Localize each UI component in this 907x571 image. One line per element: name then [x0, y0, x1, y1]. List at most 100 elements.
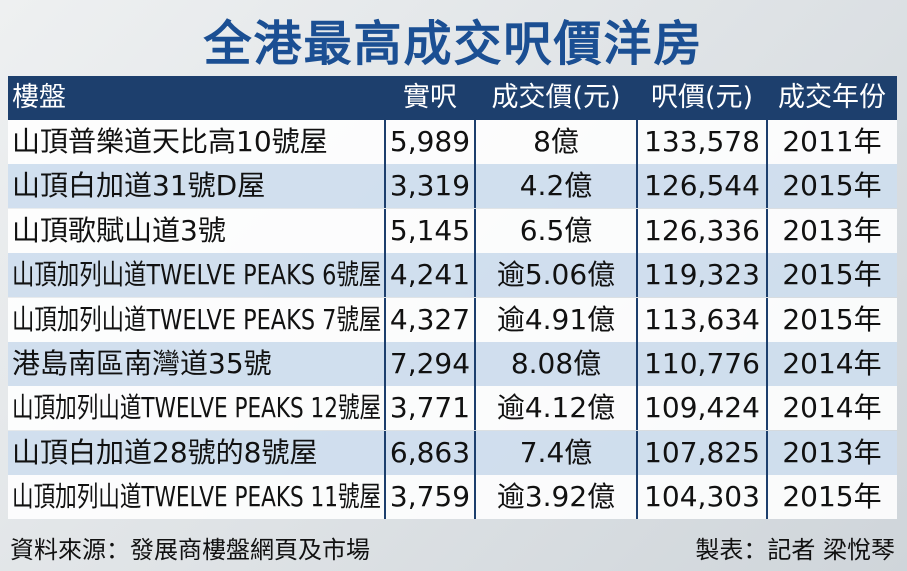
table-cell: 113,634 [644, 302, 760, 336]
column-divider [474, 76, 476, 120]
column-divider [766, 208, 768, 253]
table-cell: 4,241 [389, 258, 471, 292]
table-cell: 109,424 [644, 391, 760, 425]
table-cell: 2011年 [782, 125, 882, 158]
column-divider [384, 475, 386, 520]
table-row: 山頂普樂道天比高10號屋 5,989 8億 133,578 2011年 [8, 120, 897, 164]
table-cell: 2015年 [782, 302, 882, 336]
column-divider [766, 76, 768, 120]
table-row: 山頂加列山道TWELVE PEAKS 6號屋 4,241 逾5.06億 119,323… [8, 253, 897, 298]
column-divider [474, 475, 476, 520]
table-cell: 6.5億 [519, 213, 593, 247]
column-divider [766, 120, 768, 164]
column-divider [636, 120, 638, 164]
table-cell: 8.08億 [510, 347, 602, 380]
column-divider [636, 208, 638, 253]
column-divider [384, 208, 386, 253]
column-divider [384, 120, 386, 164]
table-row: 山頂白加道31號D屋 3,319 4.2億 126,544 2015年 [8, 164, 897, 209]
table-cell: 2015年 [782, 258, 882, 292]
column-divider [636, 430, 638, 475]
column-header: 實呎 [403, 82, 457, 113]
column-divider [474, 386, 476, 431]
column-divider [636, 164, 638, 209]
table-row: 山頂加列山道TWELVE PEAKS 7號屋 4,327 逾4.91億 113,634… [8, 297, 897, 342]
column-divider [474, 164, 476, 209]
table-cell: 126,544 [644, 169, 760, 203]
table-cell: 2014年 [782, 347, 882, 380]
column-header: 成交價(元) [491, 82, 621, 113]
table-cell: 126,336 [644, 213, 760, 247]
table-cell: 2014年 [782, 391, 882, 425]
table-cell: 133,578 [644, 125, 760, 158]
table-cell: 2015年 [782, 480, 882, 514]
column-divider [766, 430, 768, 475]
table-cell: 逾5.06億 [496, 258, 616, 292]
table-cell: 逾4.12億 [496, 391, 616, 425]
column-divider [636, 386, 638, 431]
column-divider [766, 342, 768, 386]
column-divider [474, 208, 476, 253]
table-cell: 8億 [533, 125, 579, 158]
column-divider [474, 430, 476, 475]
title: 全港最高成交呎價洋房 [203, 16, 704, 72]
table-row: 山頂加列山道TWELVE PEAKS 11號屋 3,759 逾3.92億 104,30… [8, 475, 897, 520]
table-cell: 6,863 [389, 435, 471, 469]
table-cell: 2013年 [782, 435, 882, 469]
table-cell: 4,327 [389, 302, 471, 336]
table-cell: 山頂加列山道TWELVE PEAKS 6號屋 [12, 258, 382, 292]
header-row: 樓盤 實呎 成交價(元) 呎價(元) 成交年份 [8, 76, 897, 120]
table-cell: 5,145 [389, 213, 471, 247]
table-cell: 7.4億 [519, 435, 593, 469]
table-cell: 山頂加列山道TWELVE PEAKS 7號屋 [12, 302, 382, 336]
table-cell: 山頂普樂道天比高10號屋 [12, 125, 328, 158]
column-divider [474, 120, 476, 164]
table-cell: 119,323 [644, 258, 760, 292]
table-cell: 104,303 [644, 480, 760, 514]
table-row: 港島南區南灣道35號 7,294 8.08億 110,776 2014年 [8, 342, 897, 386]
column-divider [384, 342, 386, 386]
table-row: 山頂白加道28號的8號屋 6,863 7.4億 107,825 2013年 [8, 430, 897, 475]
source: 資料來源：發展商樓盤網頁及市場 [10, 536, 370, 564]
table-cell: 107,825 [644, 435, 760, 469]
column-divider [766, 386, 768, 431]
table-cell: 2013年 [782, 213, 882, 247]
column-divider [474, 253, 476, 298]
column-divider [766, 164, 768, 209]
table-cell: 110,776 [644, 347, 760, 380]
column-divider [636, 253, 638, 298]
table-row: 山頂加列山道TWELVE PEAKS 12號屋 3,771 逾4.12億 109,42… [8, 386, 897, 431]
column-divider [636, 297, 638, 342]
column-divider [636, 475, 638, 520]
table-cell: 港島南區南灣道35號 [12, 347, 272, 380]
column-divider [766, 297, 768, 342]
table-cell: 3,771 [389, 391, 471, 425]
column-divider [766, 475, 768, 520]
table-cell: 山頂加列山道TWELVE PEAKS 12號屋 [12, 391, 382, 425]
column-divider [384, 76, 386, 120]
table-cell: 4.2億 [519, 169, 593, 203]
table-cell: 山頂歌賦山道3號 [12, 213, 226, 247]
table-cell: 逾3.92億 [496, 480, 616, 514]
column-header: 成交年份 [778, 82, 886, 113]
column-divider [384, 253, 386, 298]
table-cell: 5,989 [389, 125, 471, 158]
table-cell: 山頂加列山道TWELVE PEAKS 11號屋 [12, 480, 382, 514]
column-header: 樓盤 [12, 82, 66, 113]
table-cell: 3,759 [389, 480, 471, 514]
column-divider [636, 76, 638, 120]
column-divider [474, 342, 476, 386]
table-cell: 2015年 [782, 169, 882, 203]
table-cell: 逾4.91億 [496, 302, 616, 336]
column-divider [636, 342, 638, 386]
table-cell: 3,319 [389, 169, 471, 203]
column-divider [474, 297, 476, 342]
table-cell: 7,294 [389, 347, 471, 380]
column-divider [384, 164, 386, 209]
table-cell: 山頂白加道28號的8號屋 [12, 435, 318, 469]
column-divider [766, 253, 768, 298]
table-row: 山頂歌賦山道3號 5,145 6.5億 126,336 2013年 [8, 208, 897, 253]
table-cell: 山頂白加道31號D屋 [12, 169, 266, 203]
column-divider [384, 297, 386, 342]
